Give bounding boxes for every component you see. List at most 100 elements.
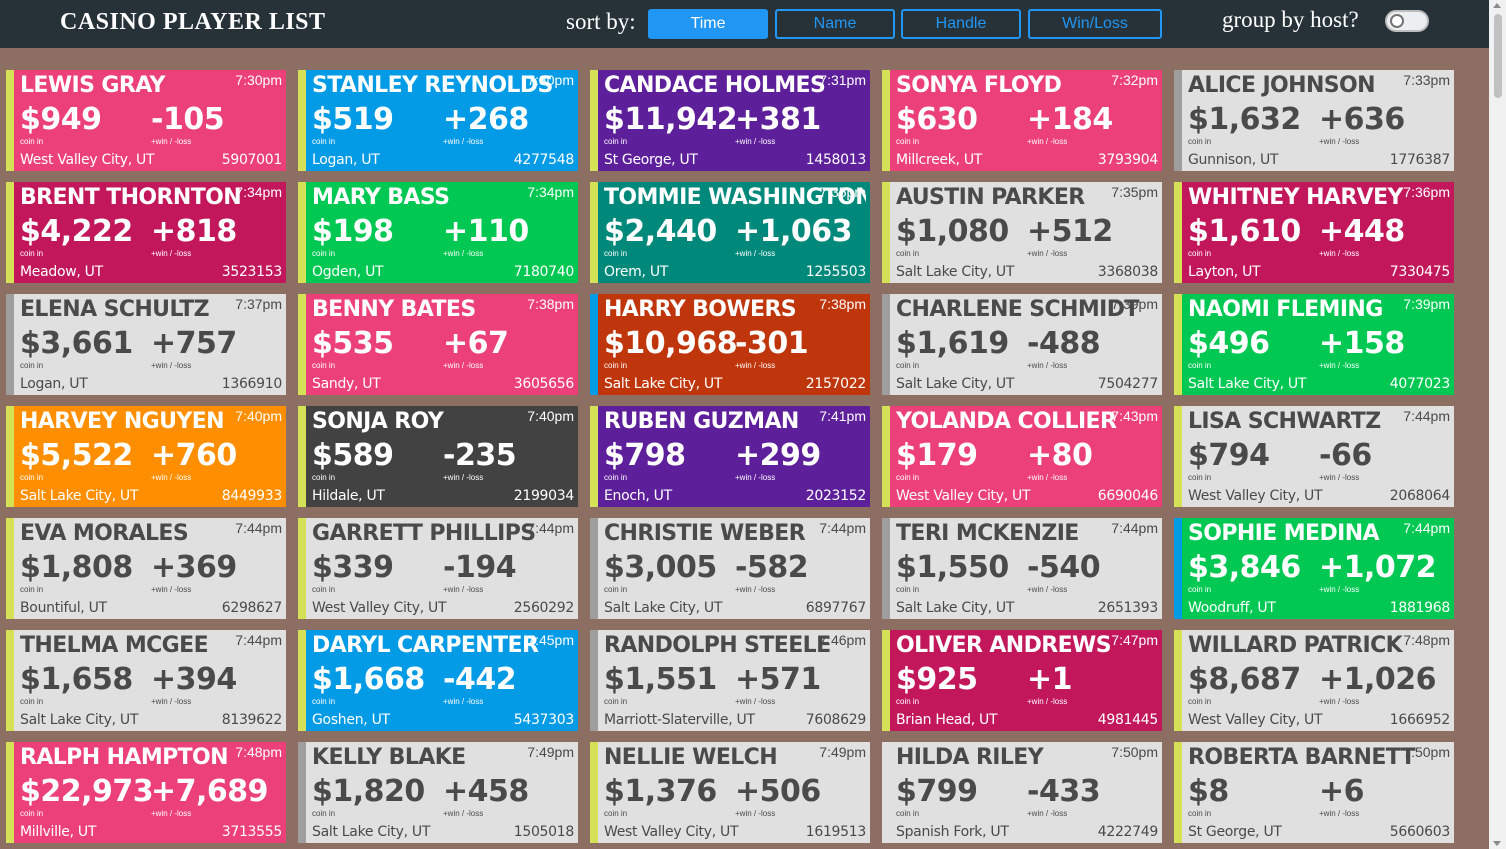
coin-in-value: $798 [604, 438, 686, 473]
player-name: RUBEN GUZMAN [604, 409, 799, 434]
win-loss-label: +win / -loss [443, 585, 484, 594]
win-loss-value: -442 [443, 662, 517, 697]
win-loss-value: -540 [1027, 550, 1101, 585]
player-handle: 1666952 [1389, 712, 1451, 728]
checkin-time: 7:33pm [1403, 72, 1450, 88]
player-card[interactable]: RUBEN GUZMAN 7:41pm $798 +299 coin in +win / … [590, 406, 870, 507]
player-card[interactable]: ELENA SCHULTZ 7:37pm $3,661 +757 coin in +win… [6, 294, 286, 395]
player-card[interactable]: AUSTIN PARKER 7:35pm $1,080 +512 coin in +win… [882, 182, 1162, 283]
player-name: ROBERTA BARNETT [1188, 745, 1416, 770]
coin-in-label: coin in [312, 137, 336, 146]
player-card[interactable]: THELMA MCGEE 7:44pm $1,658 +394 coin in +win … [6, 630, 286, 731]
sort-winloss-button[interactable]: Win/Loss [1028, 9, 1162, 39]
checkin-time: 7:30pm [527, 72, 574, 88]
checkin-time: 7:32pm [1111, 72, 1158, 88]
player-card[interactable]: ALICE JOHNSON 7:33pm $1,632 +636 coin in +win… [1174, 70, 1454, 171]
checkin-time: 7:44pm [235, 520, 282, 536]
player-card[interactable]: KELLY BLAKE 7:49pm $1,820 +458 coin in +win /… [298, 742, 578, 843]
player-name: CHARLENE SCHMIDT [896, 297, 1139, 322]
win-loss-value: +80 [1027, 438, 1093, 473]
host-stripe [882, 70, 890, 171]
host-stripe [882, 182, 890, 283]
player-card[interactable]: WHITNEY HARVEY 7:36pm $1,610 +448 coin in +wi… [1174, 182, 1454, 283]
player-card[interactable]: RANDOLPH STEELE 7:46pm $1,551 +571 coin in +w… [590, 630, 870, 731]
player-handle: 7504277 [1097, 376, 1159, 392]
coin-in-value: $8,687 [1188, 662, 1301, 697]
host-stripe [298, 294, 306, 395]
player-card[interactable]: GARRETT PHILLIPS 7:44pm $339 -194 coin in +wi… [298, 518, 578, 619]
checkin-time: 7:50pm [1403, 744, 1450, 760]
player-card[interactable]: BRENT THORNTON 7:34pm $4,222 +818 coin in +wi… [6, 182, 286, 283]
player-card[interactable]: BENNY BATES 7:38pm $535 +67 coin in +win / -l… [298, 294, 578, 395]
player-handle: 8449933 [221, 488, 283, 504]
player-card[interactable]: CHRISTIE WEBER 7:44pm $3,005 -582 coin in +wi… [590, 518, 870, 619]
player-city: Goshen, UT [312, 712, 390, 728]
player-handle: 7330475 [1389, 264, 1451, 280]
player-name: GARRETT PHILLIPS [312, 521, 536, 546]
player-card[interactable]: WILLARD PATRICK 7:48pm $8,687 +1,026 coin in… [1174, 630, 1454, 731]
win-loss-label: +win / -loss [151, 697, 192, 706]
player-city: Millcreek, UT [896, 152, 983, 168]
player-card[interactable]: YOLANDA COLLIER 7:43pm $179 +80 coin in +win … [882, 406, 1162, 507]
player-card[interactable]: CANDACE HOLMES 7:31pm $11,942 +381 coin in +w… [590, 70, 870, 171]
player-card[interactable]: MARY BASS 7:34pm $198 +110 coin in +win / -lo… [298, 182, 578, 283]
checkin-time: 7:44pm [527, 520, 574, 536]
coin-in-value: $1,619 [896, 326, 1009, 361]
player-card[interactable]: TERI MCKENZIE 7:44pm $1,550 -540 coin in +win… [882, 518, 1162, 619]
player-card[interactable]: HILDA RILEY 7:50pm $799 -433 coin in +win / -… [882, 742, 1162, 843]
checkin-time: 7:34pm [235, 184, 282, 200]
scroll-down-icon[interactable] [1493, 841, 1501, 846]
sort-time-button[interactable]: Time [648, 9, 768, 39]
coin-in-value: $1,632 [1188, 102, 1301, 137]
player-handle: 8139622 [221, 712, 283, 728]
player-name: HARRY BOWERS [604, 297, 797, 322]
coin-in-label: coin in [896, 809, 920, 818]
player-card[interactable]: OLIVER ANDREWS 7:47pm $925 +1 coin in +win / … [882, 630, 1162, 731]
win-loss-value: +6 [1319, 774, 1365, 809]
player-card[interactable]: TOMMIE WASHINGTON 7:35pm $2,440 +1,063 coin … [590, 182, 870, 283]
page-scrollbar[interactable] [1489, 0, 1506, 849]
sort-handle-button[interactable]: Handle [901, 9, 1021, 39]
group-by-host-toggle[interactable] [1385, 10, 1429, 32]
win-loss-value: -66 [1319, 438, 1372, 473]
win-loss-value: +67 [443, 326, 509, 361]
player-name: RANDOLPH STEELE [604, 633, 831, 658]
player-card[interactable]: LISA SCHWARTZ 7:44pm $794 -66 coin in +win / … [1174, 406, 1454, 507]
player-handle: 3523153 [221, 264, 283, 280]
player-card[interactable]: SOPHIE MEDINA 7:44pm $3,846 +1,072 coin in +w… [1174, 518, 1454, 619]
coin-in-label: coin in [896, 585, 920, 594]
player-card[interactable]: RALPH HAMPTON 7:48pm $22,973 +7,689 coin in +… [6, 742, 286, 843]
player-city: Enoch, UT [604, 488, 672, 504]
player-name: SONYA FLOYD [896, 73, 1062, 98]
player-card[interactable]: NAOMI FLEMING 7:39pm $496 +158 coin in +win /… [1174, 294, 1454, 395]
coin-in-value: $535 [312, 326, 394, 361]
player-city: St George, UT [1188, 824, 1282, 840]
player-card[interactable]: STANLEY REYNOLDS 7:30pm $519 +268 coin in +wi… [298, 70, 578, 171]
player-card[interactable]: DARYL CARPENTER 7:45pm $1,668 -442 coin in +w… [298, 630, 578, 731]
player-name: RALPH HAMPTON [20, 745, 229, 770]
player-card[interactable]: HARVEY NGUYEN 7:40pm $5,522 +760 coin in +win… [6, 406, 286, 507]
player-card[interactable]: EVA MORALES 7:44pm $1,808 +369 coin in +win /… [6, 518, 286, 619]
player-city: Salt Lake City, UT [1188, 376, 1307, 392]
player-city: Logan, UT [312, 152, 380, 168]
player-card[interactable]: CHARLENE SCHMIDT 7:39pm $1,619 -488 coin in +… [882, 294, 1162, 395]
scroll-up-icon[interactable] [1493, 3, 1501, 8]
player-card[interactable]: SONYA FLOYD 7:32pm $630 +184 coin in +win / -… [882, 70, 1162, 171]
player-card[interactable]: ROBERTA BARNETT 7:50pm $8 +6 coin in +win / -… [1174, 742, 1454, 843]
app-title: CASINO PLAYER LIST [60, 9, 326, 35]
player-city: West Valley City, UT [1188, 488, 1323, 504]
player-city: Gunnison, UT [1188, 152, 1279, 168]
player-card[interactable]: SONJA ROY 7:40pm $589 -235 coin in +win / -lo… [298, 406, 578, 507]
player-card[interactable]: NELLIE WELCH 7:49pm $1,376 +506 coin in +win … [590, 742, 870, 843]
host-stripe [1174, 182, 1182, 283]
player-card[interactable]: LEWIS GRAY 7:30pm $949 -105 coin in +win / -l… [6, 70, 286, 171]
player-city: West Valley City, UT [1188, 712, 1323, 728]
sort-name-button[interactable]: Name [775, 9, 895, 39]
scroll-thumb[interactable] [1494, 14, 1502, 98]
coin-in-value: $794 [1188, 438, 1270, 473]
checkin-time: 7:49pm [527, 744, 574, 760]
player-card[interactable]: HARRY BOWERS 7:38pm $10,968 -301 coin in +win… [590, 294, 870, 395]
player-handle: 4077023 [1389, 376, 1451, 392]
checkin-time: 7:34pm [527, 184, 574, 200]
coin-in-value: $11,942 [604, 102, 738, 137]
